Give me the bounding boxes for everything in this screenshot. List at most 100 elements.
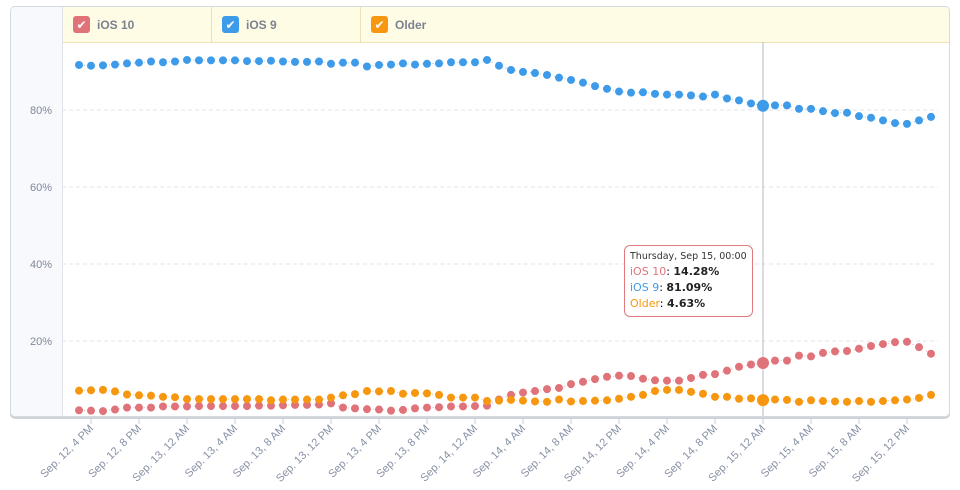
- data-point[interactable]: [879, 340, 887, 349]
- data-point[interactable]: [711, 370, 719, 379]
- data-point[interactable]: [757, 99, 769, 112]
- data-point[interactable]: [267, 396, 275, 405]
- data-point[interactable]: [315, 57, 323, 66]
- data-point[interactable]: [639, 390, 647, 399]
- data-point[interactable]: [351, 404, 359, 413]
- data-point[interactable]: [171, 57, 179, 66]
- data-point[interactable]: [255, 57, 263, 66]
- data-point[interactable]: [411, 60, 419, 69]
- data-point[interactable]: [675, 90, 683, 99]
- data-point[interactable]: [757, 394, 769, 407]
- data-point[interactable]: [783, 101, 791, 110]
- checkbox-checked-icon[interactable]: ✔: [222, 16, 239, 33]
- data-point[interactable]: [747, 394, 755, 403]
- data-point[interactable]: [757, 357, 769, 370]
- data-point[interactable]: [327, 59, 335, 68]
- data-point[interactable]: [75, 406, 83, 415]
- data-point[interactable]: [303, 57, 311, 66]
- data-point[interactable]: [219, 402, 227, 411]
- data-point[interactable]: [567, 397, 575, 406]
- data-point[interactable]: [855, 397, 863, 406]
- data-point[interactable]: [435, 59, 443, 68]
- data-point[interactable]: [735, 394, 743, 403]
- data-point[interactable]: [99, 407, 107, 416]
- data-point[interactable]: [891, 338, 899, 347]
- data-point[interactable]: [351, 58, 359, 67]
- data-point[interactable]: [195, 402, 203, 411]
- data-point[interactable]: [339, 58, 347, 67]
- data-point[interactable]: [231, 56, 239, 65]
- data-point[interactable]: [87, 61, 95, 70]
- data-point[interactable]: [471, 402, 479, 411]
- data-point[interactable]: [615, 394, 623, 403]
- data-point[interactable]: [375, 405, 383, 414]
- data-point[interactable]: [927, 390, 935, 399]
- data-point[interactable]: [363, 62, 371, 71]
- data-point[interactable]: [387, 406, 395, 415]
- data-point[interactable]: [171, 393, 179, 402]
- data-point[interactable]: [783, 395, 791, 404]
- data-point[interactable]: [819, 397, 827, 406]
- data-point[interactable]: [195, 395, 203, 404]
- data-point[interactable]: [783, 356, 791, 365]
- data-point[interactable]: [183, 55, 191, 64]
- data-point[interactable]: [603, 396, 611, 405]
- data-point[interactable]: [531, 69, 539, 78]
- legend-item-older[interactable]: ✔ Older: [361, 7, 949, 42]
- data-point[interactable]: [87, 406, 95, 415]
- data-point[interactable]: [231, 395, 239, 404]
- data-point[interactable]: [255, 401, 263, 410]
- data-point[interactable]: [111, 387, 119, 396]
- data-point[interactable]: [471, 58, 479, 67]
- data-point[interactable]: [471, 393, 479, 402]
- data-point[interactable]: [855, 344, 863, 353]
- data-point[interactable]: [903, 395, 911, 404]
- data-point[interactable]: [159, 402, 167, 411]
- data-point[interactable]: [771, 101, 779, 110]
- data-point[interactable]: [675, 376, 683, 385]
- data-point[interactable]: [327, 399, 335, 408]
- data-point[interactable]: [795, 351, 803, 360]
- data-point[interactable]: [123, 403, 131, 412]
- data-point[interactable]: [879, 116, 887, 125]
- data-point[interactable]: [279, 395, 287, 404]
- checkbox-checked-icon[interactable]: ✔: [73, 16, 90, 33]
- data-point[interactable]: [771, 356, 779, 365]
- data-point[interactable]: [687, 91, 695, 100]
- data-point[interactable]: [303, 395, 311, 404]
- data-point[interactable]: [195, 56, 203, 65]
- data-point[interactable]: [171, 402, 179, 411]
- data-point[interactable]: [99, 61, 107, 70]
- data-point[interactable]: [843, 108, 851, 117]
- data-point[interactable]: [459, 402, 467, 411]
- data-point[interactable]: [159, 58, 167, 67]
- data-point[interactable]: [579, 397, 587, 406]
- data-point[interactable]: [807, 352, 815, 361]
- data-point[interactable]: [243, 57, 251, 66]
- data-point[interactable]: [387, 60, 395, 69]
- data-point[interactable]: [519, 388, 527, 397]
- data-point[interactable]: [339, 403, 347, 412]
- data-point[interactable]: [615, 371, 623, 380]
- data-point[interactable]: [135, 58, 143, 67]
- data-point[interactable]: [627, 372, 635, 381]
- data-point[interactable]: [927, 349, 935, 358]
- legend-item-ios9[interactable]: ✔ iOS 9: [212, 7, 361, 42]
- data-point[interactable]: [831, 109, 839, 118]
- data-point[interactable]: [147, 391, 155, 400]
- data-point[interactable]: [699, 92, 707, 101]
- data-point[interactable]: [87, 386, 95, 395]
- data-point[interactable]: [459, 58, 467, 67]
- data-point[interactable]: [651, 387, 659, 396]
- data-point[interactable]: [639, 88, 647, 97]
- data-point[interactable]: [147, 403, 155, 412]
- data-point[interactable]: [711, 392, 719, 401]
- data-point[interactable]: [183, 402, 191, 411]
- data-point[interactable]: [411, 404, 419, 413]
- data-point[interactable]: [543, 70, 551, 79]
- data-point[interactable]: [519, 396, 527, 405]
- data-point[interactable]: [327, 393, 335, 402]
- data-point[interactable]: [231, 402, 239, 411]
- data-point[interactable]: [267, 56, 275, 65]
